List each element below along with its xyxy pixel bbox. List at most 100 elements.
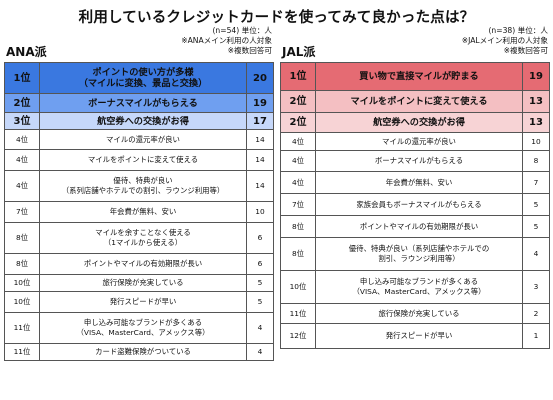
reason-text: 優待、特典が良い [113, 176, 173, 185]
rank-cell: 8位 [4, 253, 40, 275]
reason-cell: 航空券への交換がお得 [39, 112, 247, 130]
reason-text: ポイントの使い方が多様 [92, 67, 194, 78]
reason-cell: 発行スピードが早い [315, 323, 523, 349]
ana-panel-header: ANA派 (n=54) 単位：人 ※ANAメイン利用の人対象 ※複数回答可 [4, 26, 274, 62]
count-cell: 19 [246, 93, 274, 113]
reason-cell: 家族会員もボーナスマイルがもらえる [315, 193, 523, 216]
reason-text: マイルの還元率が良い [382, 136, 456, 146]
rank-cell: 7位 [280, 193, 316, 216]
count-cell: 1 [522, 323, 550, 349]
reason-cell: ボーナスマイルがもらえる [315, 150, 523, 172]
reason-cell: 年会費が無料、安い [39, 201, 247, 223]
rank-cell: 10位 [280, 270, 316, 304]
reason-text: ポイントやマイルの有効期限が長い [83, 259, 203, 268]
reason-cell: ポイントやマイルの有効期限が長い [315, 215, 523, 238]
count-cell: 20 [246, 62, 274, 94]
reason-cell: 優待、特典が良い（系列店舗やホテルでの割引、ラウンジ利用等） [39, 170, 247, 202]
reason-text: ポイントやマイルの有効期限が長い [359, 221, 479, 231]
count-cell: 6 [246, 253, 274, 275]
jal-rank-row: 2位 航空券への交換がお得 13 [280, 112, 550, 133]
jal-rank-row: 11位 旅行保険が充実している 2 [280, 303, 550, 324]
count-cell: 19 [522, 62, 550, 91]
ana-rank-row: 4位 優待、特典が良い （系列店舗やホテルでの割引、ラウンジ利用等） 14 [4, 170, 274, 202]
rank-cell: 10位 [4, 291, 40, 313]
rank-cell: 11位 [4, 343, 40, 361]
reason-cell: マイルの還元率が良い [39, 129, 247, 150]
count-cell: 4 [246, 312, 274, 344]
count-cell: 4 [246, 343, 274, 361]
reason-cell: カード盗難保険がついている [39, 343, 247, 361]
ana-note-sample: (n=54) 単位：人 [212, 26, 272, 35]
jal-rank-row: 2位 マイルをポイントに変えて使える 13 [280, 90, 550, 113]
reason-text: 申し込み可能なブランドが多くある [359, 277, 479, 286]
reason-cell: 申し込み可能なブランドが多くある （VISA、MasterCard、アメックス等） [315, 270, 523, 304]
ana-rank-row: 4位 マイルの還元率が良い 14 [4, 129, 274, 150]
reason-cell: 旅行保険が充実している [39, 274, 247, 292]
count-cell: 8 [522, 150, 550, 172]
count-cell: 6 [246, 222, 274, 254]
ana-rank-row: 8位 マイルを余すことなく使える （1マイルから使える） 6 [4, 222, 274, 254]
reason-text: （1マイルから使える） [103, 238, 183, 247]
rank-cell: 2位 [280, 90, 316, 113]
rank-cell: 4位 [4, 129, 40, 150]
count-cell: 10 [522, 132, 550, 151]
rank-cell: 7位 [4, 201, 40, 223]
count-cell: 13 [522, 112, 550, 133]
jal-rank-row: 12位 発行スピードが早い 1 [280, 323, 550, 349]
ana-panel: ANA派 (n=54) 単位：人 ※ANAメイン利用の人対象 ※複数回答可 1位… [4, 26, 274, 361]
reason-cell: ポイントやマイルの有効期限が長い [39, 253, 247, 275]
reason-text: ボーナスマイルがもらえる [88, 97, 198, 109]
reason-text: 航空券への交換がお得 [373, 117, 465, 128]
reason-text: 割引、ラウンジ利用等） [378, 254, 460, 263]
count-cell: 14 [246, 149, 274, 171]
reason-text: 年会費が無料、安い [109, 207, 177, 216]
reason-text: マイルをポイントに変えて使える [350, 96, 488, 107]
rank-cell: 11位 [280, 303, 316, 324]
reason-text: ボーナスマイルがもらえる [374, 156, 464, 165]
ana-rank-row: 2位 ボーナスマイルがもらえる 19 [4, 93, 274, 113]
reason-cell: マイルの還元率が良い [315, 132, 523, 151]
jal-rank-row: 8位 優待、特典が良い（系列店舗やホテルでの 割引、ラウンジ利用等） 4 [280, 237, 550, 271]
reason-text: カード盗難保険がついている [95, 347, 191, 356]
ana-rank-row: 11位 申し込み可能なブランドが多くある （VISA、MasterCard、アメック… [4, 312, 274, 344]
count-cell: 13 [522, 90, 550, 113]
reason-cell: マイルを余すことなく使える （1マイルから使える） [39, 222, 247, 254]
rank-cell: 4位 [280, 132, 316, 151]
reason-cell: 買い物で直接マイルが貯まる [315, 62, 523, 91]
ana-panel-title: ANA派 [6, 45, 47, 59]
reason-text: （マイルに変換、景品と交換） [78, 78, 208, 89]
count-cell: 14 [246, 129, 274, 150]
jal-note-multiple: ※複数回答可 [503, 46, 548, 55]
ana-note-target: ※ANAメイン利用の人対象 [181, 36, 272, 45]
page-title: 利用しているクレジットカードを使ってみて良かった点は？ [78, 10, 475, 26]
count-cell: 2 [522, 303, 550, 324]
reason-text: 発行スピードが早い [109, 297, 177, 306]
reason-cell: 優待、特典が良い（系列店舗やホテルでの割引、ラウンジ利用等） [315, 237, 523, 271]
reason-text: （VISA、MasterCard、アメックス等） [352, 287, 486, 296]
ana-panel-notes: (n=54) 単位：人 ※ANAメイン利用の人対象 ※複数回答可 [181, 26, 272, 56]
jal-rank-row: 10位 申し込み可能なブランドが多くある （VISA、MasterCard、アメック… [280, 270, 550, 304]
rank-cell: 8位 [280, 237, 316, 271]
ana-ranking-table: 1位 ポイントの使い方が多様 （マイルに変換、景品と交換） 20 2位 ボーナスマイルがも… [4, 62, 274, 361]
ana-rank-row: 10位 旅行保険が充実している 5 [4, 274, 274, 292]
jal-panel-title: JAL派 [282, 45, 316, 59]
reason-cell: 発行スピードが早い [39, 291, 247, 313]
rank-cell: 1位 [280, 62, 316, 91]
count-cell: 3 [522, 270, 550, 304]
ana-rank-row: 1位 ポイントの使い方が多様 （マイルに変換、景品と交換） 20 [4, 62, 274, 94]
rank-cell: 3位 [4, 112, 40, 130]
ana-rank-row: 8位 ポイントやマイルの有効期限が長い 6 [4, 253, 274, 275]
ana-rank-row: 7位 年会費が無料、安い 10 [4, 201, 274, 223]
count-cell: 4 [522, 237, 550, 271]
jal-note-target: ※JALメイン利用の人対象 [461, 36, 548, 45]
count-cell: 7 [522, 171, 550, 194]
rank-cell: 2位 [4, 93, 40, 113]
count-cell: 10 [246, 201, 274, 223]
reason-text: 優待、特典が良い（系列店舗やホテルでの [348, 244, 490, 253]
jal-rank-row: 7位 家族会員もボーナスマイルがもらえる 5 [280, 193, 550, 216]
rank-cell: 11位 [4, 312, 40, 344]
reason-cell: 申し込み可能なブランドが多くある （VISA、MasterCard、アメックス等） [39, 312, 247, 344]
jal-rank-row: 4位 年会費が無料、安い 7 [280, 171, 550, 194]
rank-cell: 10位 [4, 274, 40, 292]
reason-text: 旅行保険が充実している [378, 308, 460, 318]
